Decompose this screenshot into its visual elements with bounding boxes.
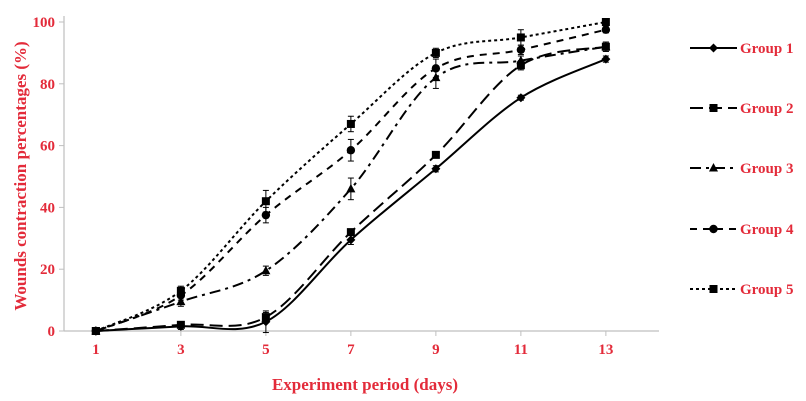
y-tick-label: 80 <box>40 77 55 93</box>
x-tick-label: 3 <box>177 342 185 358</box>
data-point <box>601 41 611 51</box>
data-point <box>261 197 270 206</box>
y-tick-label: 100 <box>33 15 56 31</box>
legend-item: Group 3 <box>690 161 794 177</box>
legend-marker <box>709 104 718 112</box>
legend-marker <box>709 224 718 234</box>
x-tick-label: 13 <box>598 342 613 358</box>
x-tick-label: 9 <box>432 342 440 358</box>
data-point <box>431 164 441 174</box>
legend-marker <box>709 163 718 172</box>
data-point <box>176 296 186 306</box>
legend-label: Group 5 <box>740 282 794 298</box>
y-tick-label: 60 <box>40 139 55 155</box>
data-point <box>431 48 440 57</box>
legend: Group 1 Group 2 Group 3 Group 4 Group 5 <box>690 41 794 298</box>
data-point <box>431 64 441 73</box>
data-point <box>176 286 185 295</box>
legend-label: Group 4 <box>740 222 794 238</box>
series-5 <box>91 18 610 335</box>
x-tick-label: 7 <box>347 342 355 358</box>
data-point <box>601 18 610 26</box>
data-point <box>516 55 526 65</box>
x-tick-label: 1 <box>92 342 100 358</box>
series-line <box>95 21 607 332</box>
data-point <box>516 93 526 103</box>
data-point <box>91 327 100 335</box>
data-point <box>346 228 355 237</box>
data-point <box>516 45 526 55</box>
axes <box>59 16 659 336</box>
legend-item: Group 4 <box>690 222 794 238</box>
data-point <box>601 54 611 64</box>
legend-marker <box>709 43 718 53</box>
data-point <box>346 235 356 245</box>
legend-item: Group 1 <box>690 41 794 57</box>
data-point <box>346 183 356 193</box>
data-point <box>261 265 271 275</box>
legend-item: Group 2 <box>690 101 794 117</box>
data-point <box>176 320 185 329</box>
series-3 <box>91 41 611 335</box>
legend-marker <box>709 285 718 293</box>
y-tick-label: 20 <box>40 262 55 278</box>
data-point <box>516 33 525 42</box>
y-tick-label: 40 <box>40 200 55 216</box>
data-point <box>431 150 440 159</box>
data-point <box>346 146 356 155</box>
legend-label: Group 2 <box>740 101 794 117</box>
x-tick-label: 5 <box>262 342 270 358</box>
legend-label: Group 3 <box>740 161 794 177</box>
data-point <box>261 210 271 220</box>
x-axis-title: Experiment period (days) <box>272 375 458 394</box>
x-tick-label: 11 <box>514 342 528 358</box>
legend-label: Group 1 <box>740 41 794 57</box>
series-group <box>91 18 611 336</box>
y-tick-label: 0 <box>48 324 56 340</box>
legend-item: Group 5 <box>690 282 794 298</box>
data-point <box>346 119 355 128</box>
data-point <box>261 313 270 322</box>
data-point <box>601 25 611 34</box>
y-axis-title: Wounds contraction percentages (%) <box>11 41 30 310</box>
